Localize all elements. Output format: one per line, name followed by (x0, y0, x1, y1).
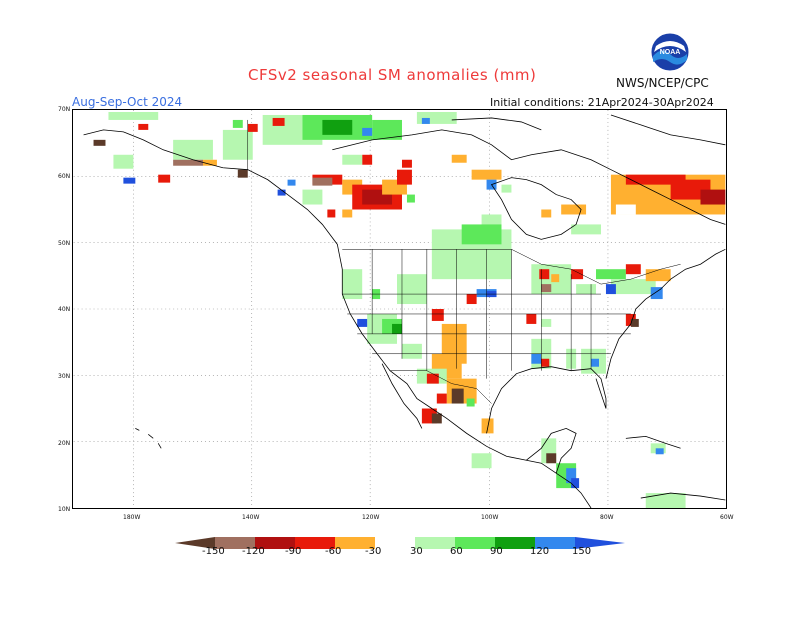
lat-label: 70N (58, 106, 71, 113)
forecast-period: Aug-Sep-Oct 2024 (72, 95, 183, 109)
colorbar-label: -90 (285, 546, 302, 557)
lon-label: 60W (720, 514, 734, 521)
lon-label: 80W (600, 514, 614, 521)
coastlines (83, 114, 726, 508)
borders (247, 119, 681, 404)
agency-label: NWS/NCEP/CPC (616, 76, 709, 90)
lat-label: 30N (58, 373, 71, 380)
colorbar-label: 30 (410, 546, 423, 557)
colorbar-label: -120 (242, 546, 265, 557)
anomaly-cells (93, 111, 726, 508)
lat-label: 10N (58, 506, 71, 513)
svg-text:NOAA: NOAA (660, 49, 681, 56)
colorbar-arrow-right (575, 537, 625, 549)
lat-label: 50N (58, 240, 71, 247)
lon-label: 100W (481, 514, 499, 521)
lat-label: 20N (58, 440, 71, 447)
lat-label: 40N (58, 306, 71, 313)
colorbar-swatch (375, 537, 415, 549)
colorbar-swatch (335, 537, 375, 549)
colorbar-arrow-left (175, 537, 215, 549)
colorbar-swatch (215, 537, 255, 549)
colorbar-label: -60 (325, 546, 342, 557)
gridlines (73, 110, 726, 508)
colorbar-swatch (255, 537, 295, 549)
colorbar-label: 60 (450, 546, 463, 557)
colorbar-label: 120 (530, 546, 550, 557)
colorbar (175, 537, 625, 549)
lat-label: 60N (58, 173, 71, 180)
colorbar-swatch (415, 537, 455, 549)
colorbar-label: 90 (490, 546, 503, 557)
colorbar-swatch (535, 537, 575, 549)
colorbar-label: -30 (365, 546, 382, 557)
colorbar-swatch (295, 537, 335, 549)
noaa-logo-icon: NOAA (650, 32, 690, 72)
anomaly-map (72, 109, 727, 509)
lon-label: 180W (123, 514, 141, 521)
lon-label: 140W (242, 514, 260, 521)
colorbar-swatch (495, 537, 535, 549)
colorbar-label: 150 (572, 546, 592, 557)
colorbar-swatch (455, 537, 495, 549)
colorbar-label: -150 (202, 546, 225, 557)
initial-conditions: Initial conditions: 21Apr2024-30Apr2024 (490, 96, 714, 109)
map-title: CFSv2 seasonal SM anomalies (mm) (248, 66, 537, 84)
lon-label: 120W (362, 514, 380, 521)
